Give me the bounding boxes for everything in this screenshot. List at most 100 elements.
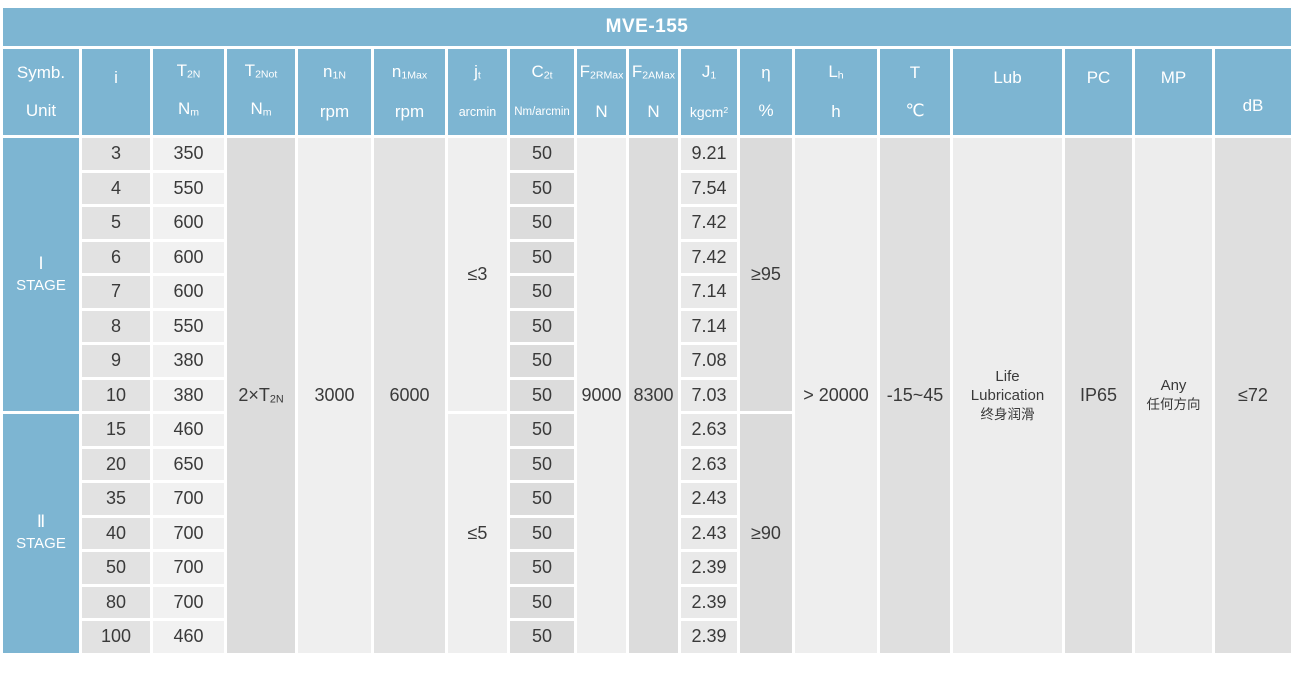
cell-i: 35: [82, 483, 150, 515]
j1-value: 7.08: [691, 350, 727, 371]
i-value: 6: [110, 246, 121, 267]
cell-c2t: 50: [510, 448, 574, 480]
cell-j1: 7.08: [681, 345, 737, 377]
j1-value: 2.39: [691, 626, 727, 647]
cell-j1: 2.39: [681, 586, 737, 618]
symbol-subscript: 1Max: [401, 69, 428, 82]
symbol-subscript: 2AMax: [642, 69, 676, 82]
cell-c2t: 50: [510, 379, 574, 411]
j1-value: 7.42: [691, 246, 727, 267]
header-lh-unit: h: [831, 102, 840, 122]
header-eta: η%: [740, 49, 792, 135]
cell-t2n: 550: [153, 172, 224, 204]
j1-value: 7.14: [691, 281, 727, 302]
i-value: 8: [110, 315, 121, 336]
header-t-symbol: T: [910, 63, 920, 83]
cell-lub-merged: Life Lubrication 终身润滑: [953, 138, 1062, 653]
t-value: -15~45: [886, 384, 944, 405]
i-value: 7: [110, 281, 121, 302]
header-f2amax-symbol: F2AMax: [632, 62, 675, 85]
cell-c2t: 50: [510, 345, 574, 377]
cell-t2n: 700: [153, 483, 224, 515]
header-t2n: T2N Nm: [153, 49, 224, 135]
t2n-value: 700: [173, 591, 204, 612]
j1-value: 2.63: [691, 419, 727, 440]
header-corner: Symb. Unit: [3, 49, 79, 135]
symbol-base: η: [761, 63, 771, 82]
stage-1-word: STAGE: [16, 276, 66, 294]
header-i: i: [82, 49, 150, 135]
j1-value: 9.21: [691, 143, 727, 164]
cell-t2n: 700: [153, 586, 224, 618]
header-jt-unit: arcmin: [459, 102, 497, 122]
header-lh-symbol: Lh: [828, 62, 843, 85]
stage-2-word: STAGE: [16, 535, 66, 553]
header-t-unit: ℃: [905, 101, 924, 121]
t2n-value: 550: [173, 315, 204, 336]
header-pc: PC: [1065, 49, 1132, 135]
header-n1n-symbol: n1N: [323, 62, 346, 85]
cell-i: 20: [82, 448, 150, 480]
cell-c2t: 50: [510, 414, 574, 446]
eta-value: ≥90: [751, 522, 781, 543]
i-value: 4: [110, 177, 121, 198]
j1-value: 7.54: [691, 177, 727, 198]
i-value: 100: [100, 626, 132, 647]
cell-lh-merged: > 20000: [795, 138, 877, 653]
cell-f2amax-merged: 8300: [629, 138, 678, 653]
symbol-base: T: [909, 63, 921, 82]
unit-superscript: 2: [723, 105, 729, 116]
j1-value: 2.43: [691, 488, 727, 509]
symbol-base: T: [176, 61, 187, 81]
unit-base: N: [177, 99, 191, 119]
i-value: 9: [110, 350, 121, 371]
header-n1n-unit: rpm: [320, 102, 349, 122]
c2t-value: 50: [531, 626, 553, 647]
pc-value: IP65: [1079, 384, 1118, 405]
n1max-value: 6000: [389, 384, 430, 405]
header-t2not-symbol: T2Not: [245, 61, 278, 84]
t2n-value: 650: [173, 453, 204, 474]
cell-i: 5: [82, 207, 150, 239]
i-value: 10: [105, 384, 127, 405]
cell-j1: 2.39: [681, 621, 737, 653]
i-value: 20: [105, 453, 127, 474]
symbol-subscript: t: [477, 69, 481, 82]
t2not-subscript: 2N: [269, 393, 284, 406]
j1-value: 2.39: [691, 591, 727, 612]
cell-j1: 2.63: [681, 414, 737, 446]
header-j1: J1 kgcm2: [681, 49, 737, 135]
cell-j1: 7.42: [681, 241, 737, 273]
header-f2rmax: F2RMax N: [577, 49, 626, 135]
cell-i: 4: [82, 172, 150, 204]
symbol-base: MP: [1160, 68, 1187, 87]
jt-value: ≤5: [467, 522, 488, 543]
c2t-value: 50: [531, 488, 553, 509]
c2t-value: 50: [531, 591, 553, 612]
t2not-value: 2×T2N: [238, 385, 283, 406]
db-value: ≤72: [1238, 384, 1268, 405]
j1-value: 2.63: [691, 453, 727, 474]
header-db: dB: [1215, 49, 1291, 135]
cell-n1max-merged: 6000: [374, 138, 445, 653]
c2t-value: 50: [531, 350, 553, 371]
symbol-base: L: [828, 62, 838, 82]
corner-symb-text: Symb.: [16, 63, 66, 82]
header-f2amax-unit: N: [647, 102, 659, 122]
t2n-value: 600: [173, 281, 204, 302]
header-t2not-unit: Nm: [250, 99, 271, 122]
cell-i: 50: [82, 552, 150, 584]
spec-table: MVE-155 Symb. Unit i T2N Nm T2Not Nm n1N rpm n1Ma…: [3, 8, 1291, 653]
header-f2rmax-unit: N: [595, 102, 607, 122]
t2n-value: 550: [173, 177, 204, 198]
header-f2rmax-symbol: F2RMax: [580, 62, 624, 85]
header-n1max: n1Max rpm: [374, 49, 445, 135]
cell-t2n: 550: [153, 310, 224, 342]
cell-c2t: 50: [510, 207, 574, 239]
unit-base: N: [250, 99, 263, 119]
lub-line-cn: 终身润滑: [980, 406, 1035, 422]
cell-c2t: 50: [510, 483, 574, 515]
t2n-value: 700: [173, 522, 204, 543]
cell-c2t: 50: [510, 241, 574, 273]
unit-subscript: m: [190, 106, 200, 119]
